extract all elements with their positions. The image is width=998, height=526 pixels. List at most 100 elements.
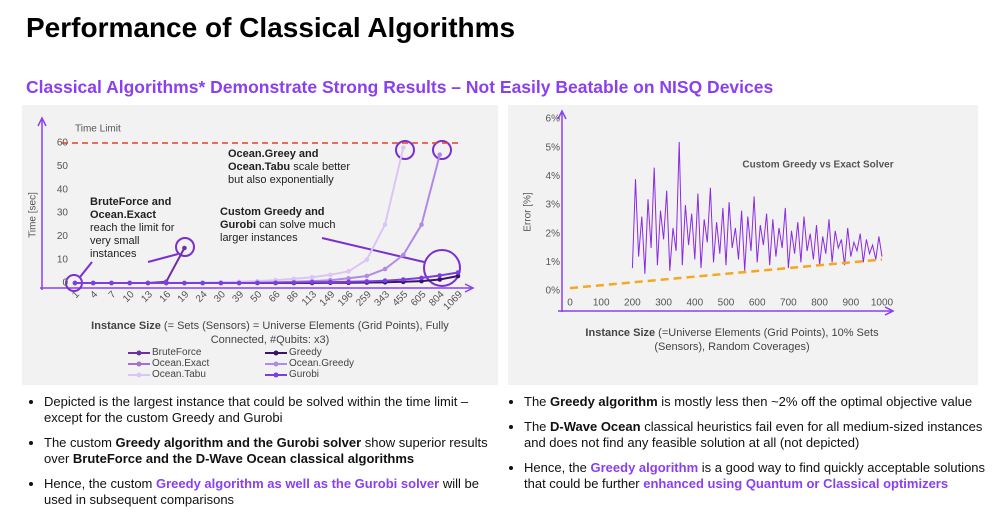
bullet: Hence, the Greedy algorithm is a good wa…	[524, 460, 994, 492]
text-run: reach the limit for very small instances	[90, 222, 175, 260]
point	[437, 273, 443, 278]
point	[291, 276, 297, 282]
pointer	[147, 253, 179, 263]
text-run: The custom	[44, 435, 116, 450]
point	[419, 278, 424, 284]
text-run: D-Wave Ocean	[550, 419, 641, 434]
left-panel	[22, 105, 498, 385]
x-axis-label: Instance Size (= Sets (Sensors) = Univer…	[80, 319, 460, 347]
text-run: Greedy algorithm and the Gurobi solver	[115, 435, 362, 450]
bullets-left: Depicted is the largest instance that co…	[26, 394, 494, 517]
annotation: Custom Greedy and Gurobi can solve much …	[220, 206, 350, 245]
text-run: show superior results over	[44, 435, 488, 466]
axis-arrow	[884, 306, 895, 316]
legend-dot	[136, 372, 142, 377]
point	[419, 275, 424, 281]
text-run: Ocean.Greey and Ocean.Tabu	[228, 148, 319, 173]
point	[109, 280, 114, 286]
text-run: Greedy algorithm	[590, 460, 699, 475]
text-run: The	[524, 394, 551, 409]
point	[437, 152, 443, 157]
point	[255, 280, 260, 286]
bullet: Hence, the custom Greedy algorithm as we…	[44, 476, 494, 508]
point	[382, 222, 388, 227]
point	[90, 280, 96, 286]
legend-item: Ocean.Exact	[128, 358, 209, 369]
text-run: is mostly less then ~2% off the optimal …	[657, 394, 973, 409]
x-tick-label: 200	[624, 298, 641, 309]
point	[328, 272, 333, 278]
series-line	[75, 271, 459, 284]
text-run: (= Sets (Sensors) = Universe Elements (G…	[160, 320, 449, 346]
legend-label: Ocean.Tabu	[152, 369, 206, 380]
bullet: The D-Wave Ocean classical heuristics fa…	[524, 419, 994, 451]
x-tick-label: 100	[593, 298, 610, 309]
title: Performance of Classical Algorithms	[26, 12, 516, 43]
y-tick-label: 0	[62, 278, 68, 289]
y-tick-label: 6%	[546, 114, 561, 125]
text-run: The	[524, 419, 551, 434]
legend-item: Ocean.Tabu	[128, 369, 206, 380]
text-run: classical heuristics fail even for all m…	[524, 419, 983, 450]
point	[400, 145, 406, 150]
y-tick-label: 20	[57, 231, 69, 242]
x-axis-label: Instance Size (=Universe Elements (Grid …	[572, 326, 892, 354]
x-tick-label: 1000	[871, 298, 894, 309]
y-tick-label: 5%	[546, 142, 561, 153]
x-tick-label: 900	[842, 298, 859, 309]
x-tick-label: 500	[718, 298, 735, 309]
bullets-right: The Greedy algorithm is mostly less then…	[506, 394, 994, 501]
pointer	[321, 237, 425, 263]
legend-dot	[273, 350, 279, 355]
point	[309, 274, 315, 280]
point	[455, 270, 461, 275]
y-tick-label: 2%	[546, 228, 561, 239]
legend-swatch	[265, 361, 287, 366]
x-tick-label: 0	[567, 298, 573, 309]
point	[145, 280, 151, 286]
point	[346, 279, 351, 285]
legend-label: BruteForce	[152, 347, 202, 358]
highlight-circle	[175, 237, 195, 257]
text-run: Depicted is the largest instance that co…	[44, 394, 469, 425]
series-line	[569, 258, 883, 290]
annotation: Ocean.Greey and Ocean.Tabu scale better …	[228, 148, 358, 187]
point	[163, 280, 169, 286]
bullet: The custom Greedy algorithm and the Guro…	[44, 435, 494, 467]
point	[236, 280, 242, 286]
y-tick-label: 3%	[546, 200, 561, 211]
time-limit-label: Time Limit	[75, 124, 121, 135]
point	[364, 257, 370, 262]
point	[291, 280, 297, 285]
text-run: Hence, the custom	[44, 476, 156, 491]
text-run: scale better but also exponentially	[228, 161, 351, 186]
point	[127, 280, 133, 286]
point	[364, 273, 370, 279]
axis-arrow	[557, 109, 567, 120]
chart-title: Custom Greedy vs Exact Solver	[742, 160, 893, 171]
highlight-circle	[395, 140, 415, 160]
legend-item: Greedy	[265, 347, 322, 358]
text-run: Instance Size	[91, 320, 161, 332]
point	[346, 276, 351, 281]
y-tick-label: 1%	[546, 257, 561, 268]
point	[218, 280, 224, 286]
point	[72, 280, 78, 286]
point	[382, 278, 388, 283]
point	[400, 252, 406, 258]
x-tick-label: 700	[780, 298, 797, 309]
y-tick-label: 30	[57, 208, 69, 219]
y-tick-label: 4%	[546, 171, 561, 182]
pointer	[79, 261, 93, 278]
left-axes	[37, 116, 475, 293]
annotation: BruteForce and Ocean.Exact reach the lim…	[90, 196, 185, 261]
legend-label: Greedy	[289, 347, 322, 358]
point	[182, 245, 187, 251]
y-axis-label: Error [%]	[523, 192, 534, 232]
legend-label: Ocean.Exact	[152, 358, 210, 369]
legend-swatch	[265, 372, 287, 377]
text-run: will be used in subsequent comparisons	[44, 476, 479, 507]
text-run: Custom Greedy and Gurobi	[220, 206, 325, 231]
y-axis-label: Time [sec]	[28, 192, 39, 238]
y-tick-label: 40	[57, 184, 69, 195]
